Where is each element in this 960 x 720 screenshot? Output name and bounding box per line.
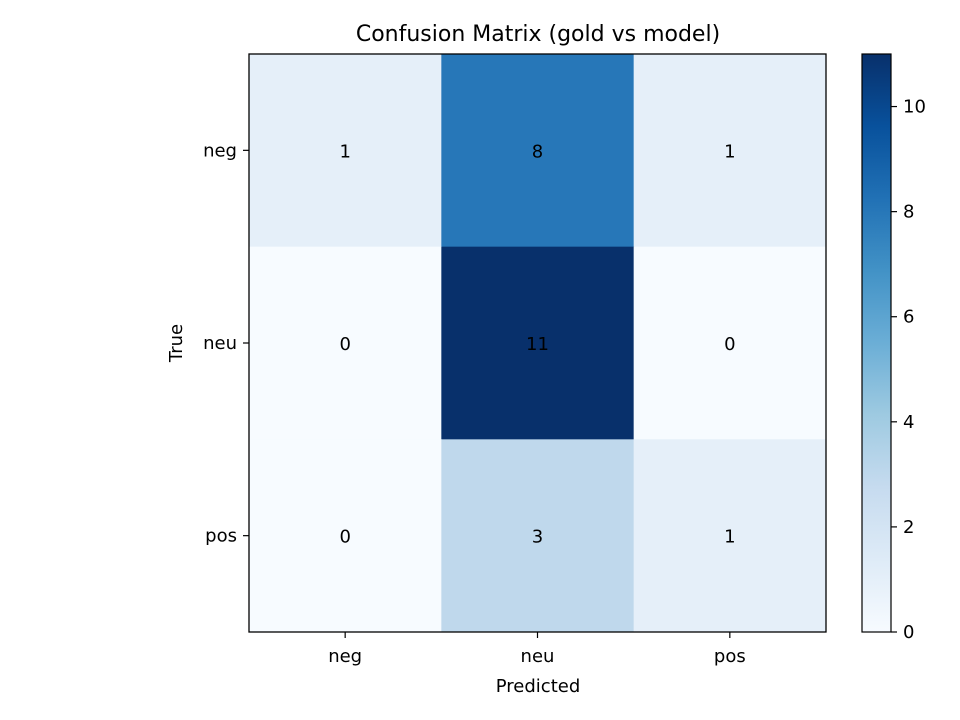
heatmap-cell [249, 54, 442, 248]
heatmap-cell [633, 246, 827, 440]
y-axis-label: True [166, 324, 187, 363]
cell-value-label: 1 [339, 141, 350, 162]
heatmap-cell [441, 439, 635, 633]
y-tick-label: pos [205, 526, 237, 547]
x-axis-ticks: neg neu pos [328, 632, 746, 667]
heatmap-cells [249, 54, 827, 633]
cell-value-label: 11 [526, 334, 549, 355]
colorbar-tick-label: 0 [903, 622, 914, 643]
cell-value-label: 8 [532, 141, 543, 162]
cell-value-label: 0 [339, 527, 350, 548]
colorbar-tick-label: 2 [903, 517, 914, 538]
heatmap-cell [441, 54, 635, 248]
colorbar-ticks: 0 2 4 6 8 10 [891, 97, 926, 643]
cell-value-label: 1 [724, 141, 735, 162]
colorbar-tick-label: 10 [903, 97, 926, 118]
cell-value-label: 0 [724, 334, 735, 355]
x-tick-label: neg [328, 646, 362, 667]
colorbar [861, 53, 892, 633]
y-axis-ticks: neg neu pos [203, 140, 249, 547]
heatmap-cell [633, 439, 827, 633]
colorbar-tick-label: 4 [903, 412, 914, 433]
heatmap-cell [249, 246, 442, 440]
cell-value-label: 0 [339, 334, 350, 355]
cell-value-label: 3 [532, 527, 543, 548]
chart-title: Confusion Matrix (gold vs model) [356, 22, 720, 47]
y-tick-label: neu [203, 333, 237, 354]
cell-value-label: 1 [724, 527, 735, 548]
x-axis-label: Predicted [496, 676, 581, 697]
x-tick-label: neu [521, 646, 555, 667]
heatmap-cell [249, 439, 442, 633]
heatmap-cell [633, 54, 827, 248]
colorbar-tick-label: 8 [903, 202, 914, 223]
colorbar-tick-label: 6 [903, 307, 914, 328]
heatmap-cell-labels: 1 8 1 0 11 0 0 3 1 [339, 141, 735, 547]
y-tick-label: neg [203, 140, 237, 161]
x-tick-label: pos [714, 646, 746, 667]
heatmap-cell [441, 246, 635, 440]
